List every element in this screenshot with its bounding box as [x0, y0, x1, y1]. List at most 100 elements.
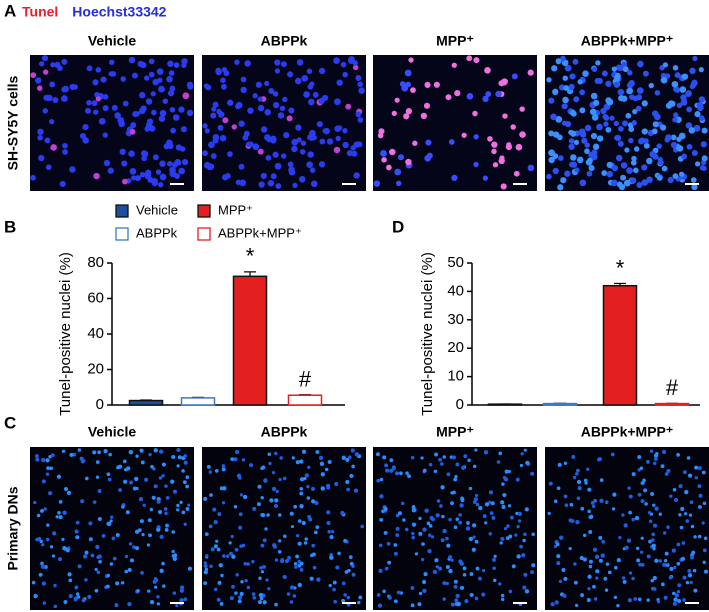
- nucleus: [282, 96, 288, 103]
- nucleus: [422, 588, 427, 594]
- nucleus: [484, 521, 488, 525]
- nucleus: [61, 537, 65, 541]
- nucleus: [231, 554, 236, 559]
- nucleus: [580, 506, 585, 511]
- nucleus: [84, 107, 91, 114]
- legend-swatch: [115, 204, 129, 218]
- nucleus: [132, 545, 136, 550]
- nucleus: [156, 602, 161, 606]
- nucleus: [462, 566, 467, 571]
- nucleus: [451, 174, 458, 182]
- nucleus: [527, 69, 534, 76]
- nucleus: [240, 579, 244, 584]
- nucleus: [595, 569, 600, 574]
- nucleus: [333, 599, 337, 604]
- nucleus: [264, 109, 271, 116]
- nucleus: [295, 533, 300, 538]
- nucleus: [652, 121, 659, 128]
- nucleus: [514, 533, 518, 537]
- nucleus: [623, 523, 628, 528]
- nucleus: [158, 85, 165, 93]
- nucleus: [262, 600, 267, 605]
- nucleus: [326, 510, 331, 515]
- nucleus: [515, 477, 520, 482]
- y-tick-label: 0: [456, 396, 464, 413]
- nucleus: [236, 473, 242, 479]
- nucleus: [462, 572, 467, 577]
- nucleus: [173, 62, 180, 69]
- nucleus: [391, 465, 396, 470]
- nucleus: [453, 579, 458, 584]
- nucleus: [461, 465, 466, 470]
- nucleus: [124, 467, 128, 472]
- nucleus: [664, 472, 669, 476]
- nucleus: [605, 80, 612, 87]
- nucleus: [378, 543, 383, 548]
- nucleus: [252, 93, 258, 99]
- nucleus: [661, 449, 667, 454]
- nucleus: [530, 471, 535, 476]
- nucleus: [230, 534, 234, 539]
- nucleus: [299, 149, 306, 155]
- nucleus: [212, 134, 220, 141]
- nucleus: [672, 65, 679, 71]
- nucleus: [617, 140, 624, 147]
- nucleus: [613, 565, 618, 570]
- nucleus: [208, 524, 213, 529]
- nucleus: [503, 477, 509, 482]
- y-tick-label: 0: [96, 396, 104, 413]
- nucleus: [562, 96, 569, 104]
- nucleus: [500, 597, 505, 602]
- nucleus: [649, 151, 656, 158]
- nucleus: [700, 141, 707, 148]
- nucleus: [686, 143, 693, 150]
- nucleus: [628, 510, 632, 515]
- nucleus: [376, 478, 381, 483]
- nucleus: [102, 132, 108, 138]
- stain-legend: Hoechst33342: [72, 4, 166, 20]
- nucleus: [269, 135, 277, 143]
- nucleus: [318, 97, 325, 105]
- nucleus: [450, 602, 455, 607]
- nucleus: [662, 62, 669, 68]
- bar: [128, 399, 164, 406]
- nucleus: [690, 524, 695, 529]
- nucleus: [628, 571, 633, 575]
- nucleus: [170, 127, 177, 134]
- nucleus: [646, 554, 651, 559]
- nucleus: [217, 124, 224, 131]
- nucleus: [77, 564, 82, 569]
- nucleus: [625, 112, 632, 119]
- nucleus: [257, 96, 263, 102]
- nucleus: [356, 141, 363, 148]
- nucleus: [682, 598, 686, 602]
- nucleus: [471, 547, 476, 552]
- nucleus: [42, 108, 49, 114]
- nucleus: [626, 538, 632, 543]
- nucleus: [702, 560, 706, 564]
- nucleus: [306, 161, 313, 169]
- nucleus: [585, 159, 593, 166]
- nucleus: [439, 504, 443, 508]
- nucleus: [560, 177, 567, 184]
- nucleus: [683, 512, 688, 516]
- nucleus: [440, 538, 445, 543]
- nucleus: [614, 72, 621, 79]
- nucleus: [272, 151, 279, 158]
- nucleus: [651, 110, 659, 117]
- nucleus: [131, 175, 137, 181]
- nucleus: [507, 469, 511, 474]
- nucleus: [584, 142, 590, 148]
- nucleus: [50, 144, 57, 151]
- nucleus: [181, 62, 187, 69]
- nucleus: [41, 55, 49, 62]
- nucleus: [652, 575, 657, 581]
- nucleus: [474, 596, 479, 601]
- nucleus: [307, 98, 315, 106]
- nucleus: [159, 449, 164, 454]
- nucleus: [93, 109, 99, 115]
- nucleus: [624, 147, 630, 153]
- nucleus: [311, 543, 316, 548]
- nucleus: [411, 505, 416, 509]
- nucleus: [379, 517, 384, 522]
